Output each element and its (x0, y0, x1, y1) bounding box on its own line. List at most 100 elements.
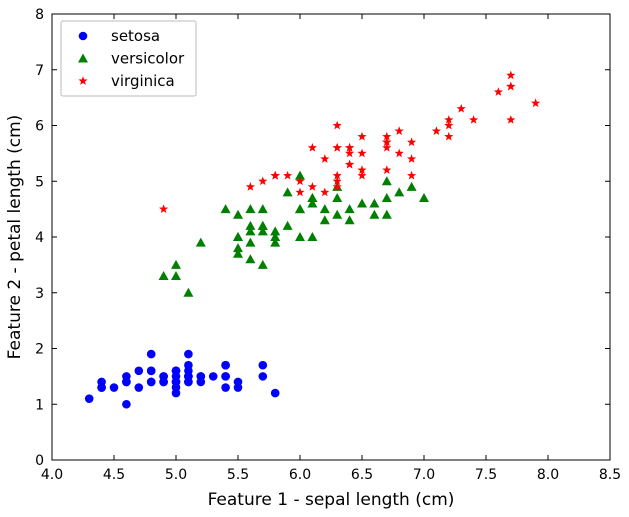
versicolor-point (319, 204, 330, 214)
versicolor-point (394, 187, 405, 197)
y-tick-label: 5 (35, 174, 44, 190)
versicolor-point (406, 181, 417, 191)
y-tick-label: 7 (35, 63, 44, 79)
virginica-point (394, 126, 404, 135)
x-tick-label: 6.0 (289, 467, 311, 483)
legend-setosa-marker (78, 31, 88, 41)
setosa-point (233, 383, 243, 392)
virginica-point (382, 137, 392, 147)
virginica-point (159, 204, 169, 214)
setosa-point (184, 349, 193, 359)
virginica-point (407, 154, 417, 163)
virginica-point (444, 131, 454, 141)
virginica-point (307, 143, 317, 152)
virginica-point (307, 182, 317, 191)
versicolor-point (245, 237, 256, 247)
virginica-point (270, 170, 280, 180)
virginica-point (258, 176, 268, 186)
x-tick-label: 8.5 (599, 467, 621, 483)
virginica-point (506, 81, 516, 91)
legend: setosa versicolor virginica (60, 20, 197, 97)
versicolor-point (171, 259, 181, 269)
versicolor-point (233, 248, 243, 258)
virginica-point (332, 120, 342, 130)
virginica-point (506, 115, 516, 124)
virginica-point (382, 143, 392, 152)
x-tick-label: 4.0 (41, 467, 63, 483)
y-tick-label: 6 (35, 119, 44, 135)
virginica-point (431, 126, 441, 135)
setosa-point (146, 366, 156, 376)
setosa-point (134, 366, 144, 376)
virginica-point (332, 182, 342, 191)
virginica-point (357, 165, 367, 174)
data-points (84, 70, 541, 409)
setosa-point (84, 394, 94, 403)
virginica-point (332, 143, 342, 152)
virginica-point (295, 176, 305, 186)
setosa-point (134, 383, 144, 392)
legend-virginica-marker (78, 76, 88, 85)
virginica-point (245, 182, 255, 191)
virginica-point (345, 159, 355, 169)
versicolor-point (282, 220, 293, 230)
virginica-point (320, 187, 330, 197)
versicolor-point (369, 198, 380, 208)
versicolor-point (357, 198, 367, 208)
virginica-point (444, 115, 454, 124)
versicolor-point (295, 232, 305, 241)
versicolor-point (381, 192, 392, 202)
legend-versicolor-marker (78, 53, 88, 63)
setosa-point (221, 372, 230, 381)
versicolor-point (344, 204, 355, 214)
setosa-point (270, 388, 280, 398)
virginica-point (345, 148, 355, 158)
virginica-point (357, 131, 367, 141)
versicolor-point (183, 287, 194, 297)
setosa-point (122, 399, 131, 409)
y-tick-label: 2 (35, 342, 44, 358)
setosa-point (184, 366, 193, 376)
setosa-point (196, 372, 206, 381)
setosa-point (171, 377, 181, 387)
x-tick-label: 6.5 (351, 467, 373, 483)
virginica-point (283, 170, 293, 180)
x-tick-label: 7.0 (413, 467, 435, 483)
versicolor-point (245, 204, 256, 214)
virginica-point (506, 70, 516, 80)
virginica-point (407, 170, 417, 180)
setosa-point (208, 372, 218, 381)
setosa-point (171, 366, 181, 376)
setosa-point (159, 377, 168, 387)
versicolor-point (257, 259, 268, 269)
virginica-point (345, 143, 355, 152)
y-tick-label: 4 (35, 230, 44, 246)
versicolor-point (220, 204, 231, 214)
versicolor-point (270, 232, 281, 241)
y-tick-label: 1 (35, 397, 44, 413)
virginica-point (320, 154, 330, 163)
versicolor-point (245, 254, 256, 264)
x-axis-label: Feature 1 - sepal length (cm) (208, 490, 455, 510)
virginica-point (382, 131, 392, 141)
x-tick-label: 5.5 (227, 467, 249, 483)
y-tick-label: 0 (35, 453, 44, 469)
versicolor-point (319, 215, 330, 225)
versicolor-point (344, 215, 355, 225)
legend-virginica-label: virginica (111, 72, 175, 90)
setosa-point (146, 377, 156, 387)
x-tick-label: 5.0 (165, 467, 187, 483)
virginica-point (357, 170, 367, 180)
versicolor-point (369, 209, 380, 219)
versicolor-point (257, 204, 268, 214)
virginica-point (394, 148, 404, 158)
y-tick-label: 8 (35, 7, 44, 23)
versicolor-point (257, 226, 268, 236)
versicolor-point (233, 243, 243, 253)
versicolor-point (307, 232, 318, 241)
virginica-point (444, 120, 454, 130)
virginica-point (332, 170, 342, 180)
x-tick-label: 7.5 (475, 467, 497, 483)
legend-box (60, 20, 197, 97)
virginica-point (407, 137, 417, 147)
